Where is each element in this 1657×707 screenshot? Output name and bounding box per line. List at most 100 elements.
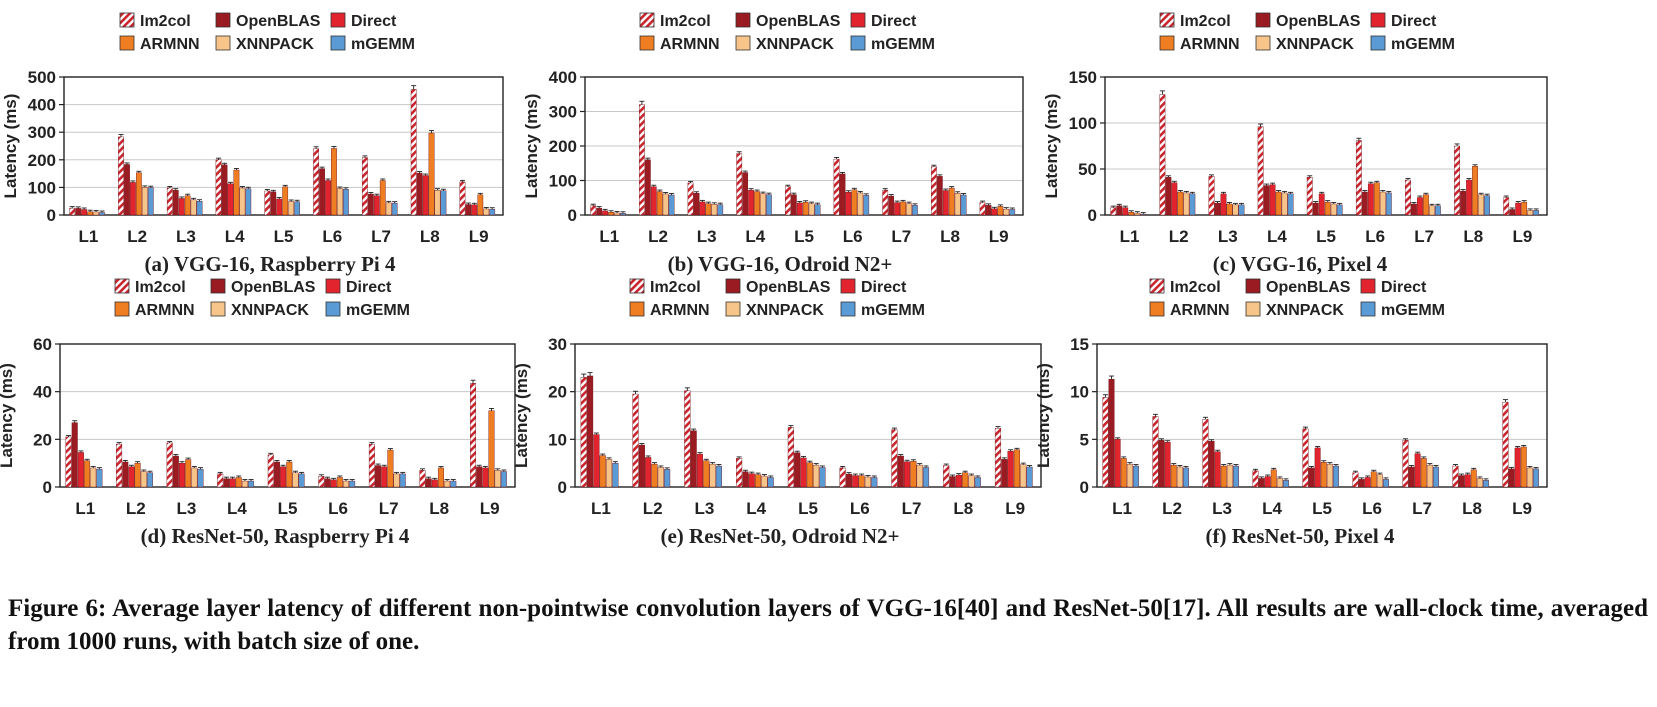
bar-xnnpack-l1 [90, 467, 97, 488]
bar-im2col-l6 [839, 467, 846, 488]
legend-label-xnnpack: XNNPACK [236, 36, 314, 53]
bar-mgemm-l4 [248, 480, 255, 488]
bar-direct-l8 [942, 190, 949, 216]
bar-armnn-l7 [379, 180, 386, 216]
bar-xnnpack-l7 [906, 203, 912, 216]
y-tick-label: 30 [548, 335, 567, 354]
bar-armnn-l7 [1420, 458, 1427, 488]
bar-openblas-l9 [1509, 209, 1516, 216]
bar-armnn-l5 [806, 462, 813, 488]
bar-openblas-l1 [1108, 379, 1115, 488]
x-tick-label: L6 [1362, 499, 1382, 518]
bar-mgemm-l2 [664, 469, 671, 488]
bar-xnnpack-l9 [1003, 208, 1010, 216]
x-tick-label: L3 [695, 499, 715, 518]
bar-mgemm-l9 [1026, 466, 1033, 488]
legend-label-armnn: ARMNN [135, 302, 195, 319]
legend-label-im2col: Im2col [140, 13, 191, 30]
bar-direct-l8 [1464, 474, 1471, 488]
bar-openblas-l1 [1116, 205, 1123, 216]
y-tick-label: 200 [549, 137, 577, 156]
bar-im2col-l1 [590, 205, 597, 216]
bar-xnnpack-l1 [614, 212, 620, 216]
bar-openblas-l3 [690, 430, 697, 488]
legend-label-mgemm: mGEMM [861, 302, 925, 319]
bar-xnnpack-l6 [1376, 474, 1383, 488]
bar-mgemm-l6 [1382, 479, 1389, 488]
legend-label-mgemm: mGEMM [1381, 302, 1445, 319]
legend-swatch-mgemm [325, 301, 341, 317]
bar-mgemm-l7 [1432, 466, 1439, 488]
bar-openblas-l7 [1411, 203, 1417, 216]
bar-armnn-l6 [858, 475, 865, 488]
bar-armnn-l7 [900, 201, 906, 216]
bar-mgemm-l5 [298, 473, 305, 488]
x-tick-label: L2 [643, 499, 663, 518]
bar-armnn-l8 [948, 187, 955, 216]
bar-im2col-l4 [215, 159, 222, 216]
bar-openblas-l1 [71, 422, 78, 488]
bar-armnn-l1 [84, 460, 91, 488]
bar-direct-l5 [1318, 193, 1325, 216]
legend-swatch-im2col [639, 12, 655, 28]
bar-direct-l8 [422, 175, 429, 216]
bar-armnn-l4 [754, 474, 762, 488]
bar-direct-l2 [130, 182, 136, 216]
bar-armnn-l8 [428, 132, 435, 216]
bar-direct-l2 [1164, 441, 1171, 488]
bar-direct-l8 [1466, 179, 1472, 216]
legend-swatch-direct [1360, 278, 1376, 294]
legend-swatch-xnnpack [725, 301, 741, 317]
chart-panel-4: Im2col OpenBLAS Direct ARMNN XNNPACK mGEMM 0 20… [0, 278, 516, 548]
bar-direct-l3 [699, 201, 706, 216]
bar-openblas-l8 [936, 176, 943, 216]
bar-armnn-l7 [387, 449, 394, 488]
y-tick-label: 150 [1069, 68, 1097, 87]
y-tick-label: 0 [568, 206, 577, 225]
bar-openblas-l5 [1312, 202, 1319, 216]
bar-armnn-l3 [185, 459, 192, 488]
y-tick-label: 400 [549, 68, 577, 87]
chart-title: (a) VGG-16, Raspberry Pi 4 [144, 252, 396, 276]
legend-swatch-mgemm [1370, 35, 1386, 51]
bar-mgemm-l7 [1435, 205, 1441, 216]
legend-swatch-openblas [735, 12, 751, 28]
bar-xnnpack-l7 [385, 202, 392, 216]
legend-label-xnnpack: XNNPACK [756, 36, 834, 53]
bar-armnn-l3 [703, 460, 710, 488]
legend-label-direct: Direct [871, 13, 917, 30]
legend-label-openblas: OpenBLAS [1276, 13, 1361, 30]
bar-armnn-l9 [488, 410, 495, 488]
bar-im2col-l9 [1503, 197, 1510, 216]
legend-swatch-mgemm [850, 35, 866, 51]
bar-xnnpack-l2 [1176, 466, 1183, 488]
y-axis-label: Latency (ms) [1, 94, 20, 199]
bar-openblas-l1 [75, 208, 82, 216]
x-tick-label: L7 [379, 499, 399, 518]
x-tick-label: L4 [745, 227, 765, 246]
bar-direct-l1 [1122, 207, 1129, 216]
legend-label-openblas: OpenBLAS [236, 13, 321, 30]
bar-im2col-l5 [267, 454, 274, 488]
y-tick-label: 100 [28, 178, 56, 197]
x-tick-label: L7 [1414, 227, 1434, 246]
y-axis-label: Latency (ms) [0, 363, 16, 468]
bar-openblas-l3 [693, 193, 700, 216]
bar-direct-l1 [77, 452, 84, 488]
bar-im2col-l5 [785, 186, 791, 216]
bar-armnn-l3 [184, 195, 191, 216]
y-tick-label: 0 [558, 478, 567, 497]
y-tick-label: 10 [548, 430, 567, 449]
x-tick-label: L6 [322, 227, 342, 246]
bar-im2col-l8 [943, 465, 950, 488]
bar-direct-l1 [1114, 439, 1121, 488]
bar-openblas-l6 [1358, 479, 1365, 488]
bar-armnn-l6 [336, 477, 343, 488]
chart-panel-3: Im2col OpenBLAS Direct ARMNN XNNPACK mGEMM 0 50… [1042, 12, 1548, 276]
bar-im2col-l8 [419, 470, 426, 488]
bar-xnnpack-l5 [1330, 203, 1337, 216]
legend-label-armnn: ARMNN [1170, 302, 1230, 319]
bar-direct-l3 [179, 462, 185, 488]
legend-swatch-direct [840, 278, 856, 294]
bar-armnn-l3 [1220, 465, 1227, 488]
